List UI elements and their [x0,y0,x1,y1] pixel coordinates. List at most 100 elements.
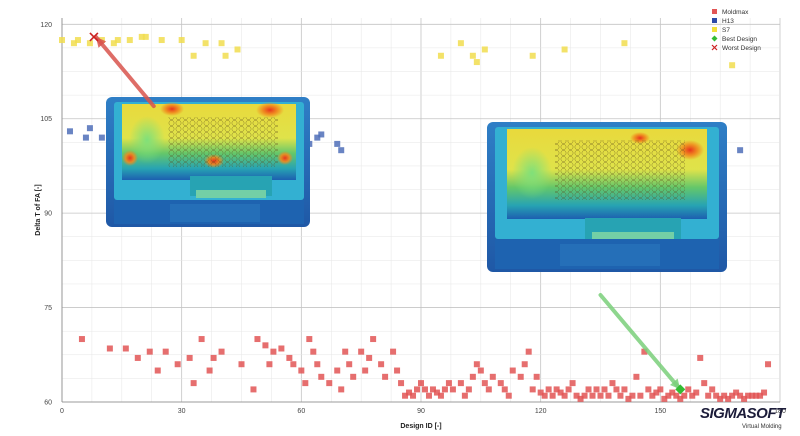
x-tick-label: 120 [535,408,547,415]
point-moldmax [729,392,736,399]
point-moldmax [573,392,580,399]
point-moldmax [174,361,181,368]
brand-logo: SIGMASOFT [700,405,787,422]
point-moldmax [218,348,225,355]
point-moldmax [429,386,436,393]
point-s7 [110,40,117,47]
point-moldmax [298,367,305,374]
point-s7 [218,40,225,47]
point-moldmax [521,361,528,368]
point-moldmax [378,361,385,368]
point-s7 [529,52,536,59]
point-moldmax [685,386,692,393]
x-tick-label: 30 [178,408,186,415]
point-s7 [138,33,145,40]
annotation-arrow [93,34,156,109]
sigmasoft-logo: SIGMASOFT Virtual Molding [700,405,788,430]
point-moldmax [593,386,600,393]
annotation-arrow-head [95,36,107,48]
point-s7 [190,52,197,59]
point-moldmax [326,380,333,387]
brand-tagline: Virtual Molding [742,424,782,430]
point-s7 [114,37,121,44]
point-moldmax [741,395,748,402]
point-moldmax [469,373,476,380]
point-s7 [729,62,736,69]
point-moldmax [765,361,772,368]
point-moldmax [761,389,768,396]
point-moldmax [709,386,716,393]
point-moldmax [697,354,704,361]
point-s7 [74,37,81,44]
point-moldmax [146,348,153,355]
legend-label-s7: S7 [722,27,730,34]
point-s7 [469,52,476,59]
best-worst-markers [89,32,686,395]
point-moldmax [262,342,269,349]
point-moldmax [390,348,397,355]
point-moldmax [346,361,353,368]
scatter-points [59,33,772,402]
point-moldmax [577,395,584,402]
point-moldmax [477,367,484,374]
y-tick-label: 75 [44,305,52,312]
point-moldmax [186,354,193,361]
grid-lines [61,18,781,403]
point-moldmax [581,392,588,399]
point-s7 [70,40,77,47]
point-s7 [59,37,65,44]
point-moldmax [625,395,632,402]
point-moldmax [473,361,480,368]
point-moldmax [162,348,169,355]
simulation-image-left [106,97,310,227]
point-moldmax [505,392,512,399]
y-axis-title: Delta T of FA [-] [35,184,42,235]
point-moldmax [617,392,624,399]
point-moldmax [597,392,604,399]
point-moldmax [541,392,548,399]
point-moldmax [238,361,245,368]
point-moldmax [749,392,756,399]
y-tick-label: 105 [40,116,52,123]
point-moldmax [270,348,277,355]
point-moldmax [689,392,696,399]
point-s7 [473,59,480,66]
point-moldmax [649,392,656,399]
point-moldmax [497,380,504,387]
point-h13 [86,125,93,132]
point-moldmax [445,380,452,387]
x-axis-title: Design ID [-] [400,423,441,430]
point-moldmax [302,380,309,387]
point-moldmax [210,354,217,361]
y-tick-labels: 60 75 90 105 120 [40,22,52,407]
point-moldmax [266,361,273,368]
point-moldmax [645,386,652,393]
point-moldmax [198,336,205,343]
point-s7 [86,40,93,47]
point-moldmax [637,392,644,399]
point-moldmax [318,373,325,380]
point-moldmax [525,348,532,355]
point-h13 [98,134,105,141]
point-moldmax [605,392,612,399]
point-moldmax [418,380,424,387]
point-moldmax [561,392,568,399]
point-s7 [437,52,444,59]
point-moldmax [414,386,421,393]
point-moldmax [533,373,540,380]
x-tick-label: 0 [60,408,64,415]
point-moldmax [753,392,760,399]
point-moldmax [485,386,492,393]
point-moldmax [517,373,524,380]
legend-swatch-best-design [711,35,718,42]
x-tick-label: 180 [774,408,786,415]
legend: Moldmax H13 S7 Best Design Worst Design [711,9,761,52]
point-s7 [178,37,185,44]
point-moldmax [306,336,313,343]
point-moldmax [278,345,285,352]
point-moldmax [250,386,257,393]
point-moldmax [613,386,620,393]
x-tick-label: 90 [417,408,425,415]
best-design-marker [675,384,686,395]
